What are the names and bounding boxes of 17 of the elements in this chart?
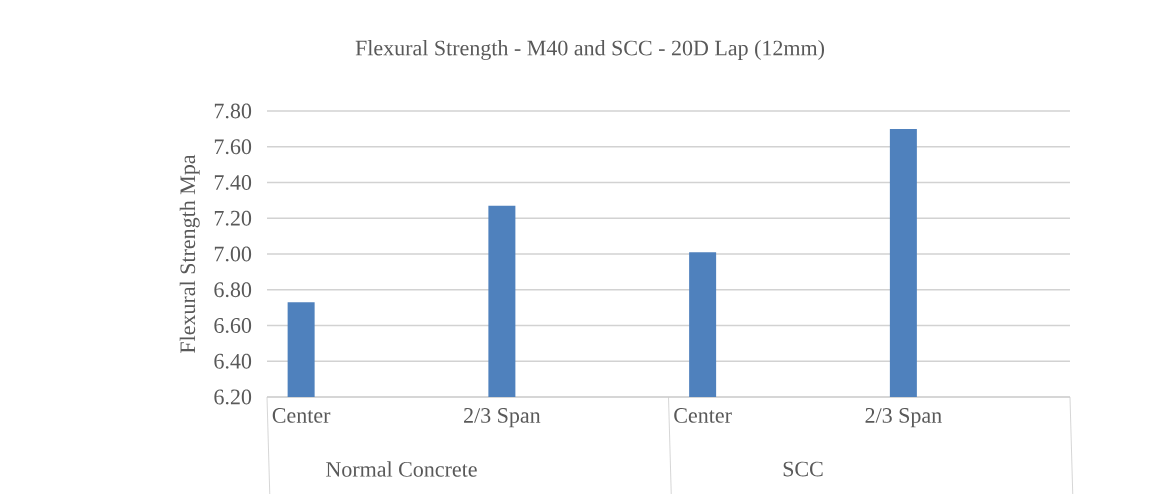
text: SCC [783, 461, 823, 477]
y-tick-label: 6.40 [214, 353, 252, 369]
y-axis-title: Flexural Strength Mpa [179, 154, 200, 353]
x-tick-label: 2/3 Span [464, 408, 541, 428]
x-tick-label: Center [674, 408, 732, 423]
y-tick-label: 6.20 [214, 389, 252, 405]
y-tick-label: 6.60 [214, 318, 252, 333]
x-tick-label: Center [272, 408, 331, 423]
chart-title: Flexural Strength - M40 and SCC - 20D Lap (12mm) [355, 40, 825, 60]
y-tick-label: 6.80 [214, 282, 252, 298]
y-tick-label: 7.80 [214, 103, 252, 119]
text: Normal Concrete [326, 461, 477, 477]
y-tick-label: 7.00 [214, 246, 252, 262]
y-tick-label: 7.60 [214, 139, 252, 155]
x-tick-label: 2/3 Span [865, 408, 942, 428]
y-tick-label: 7.40 [214, 175, 252, 190]
y-tick-label: 7.20 [214, 210, 252, 226]
